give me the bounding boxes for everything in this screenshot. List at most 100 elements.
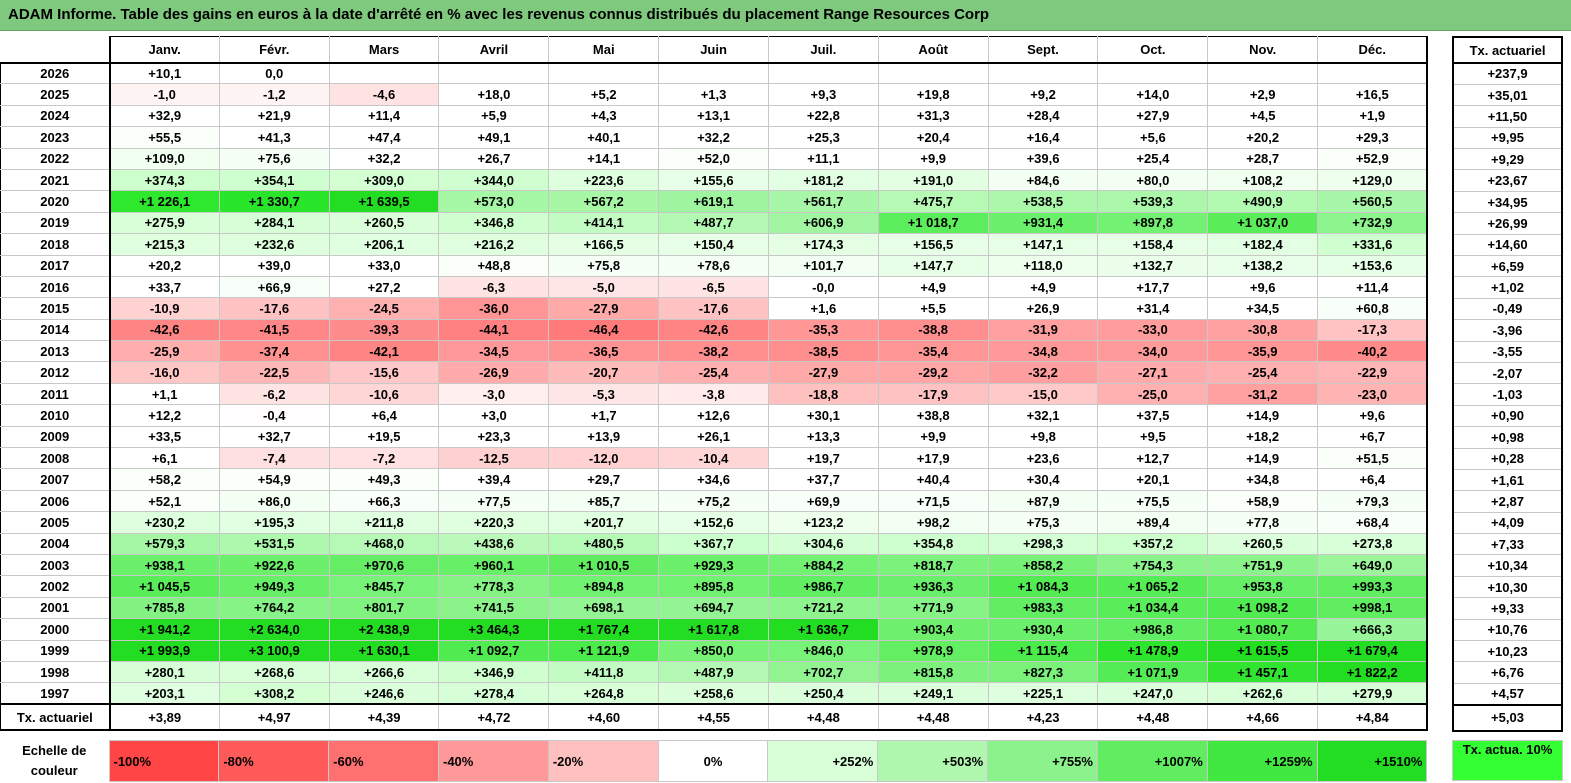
gain-cell: +75,3 bbox=[987, 511, 1099, 534]
gain-cell: +1,9 bbox=[1317, 104, 1429, 128]
actuarial-rate-column: Tx. actuariel +237,9 +35,01 +11,50 +9,95 +9,2… bbox=[1452, 36, 1563, 732]
gain-cell: +71,5 bbox=[877, 489, 989, 513]
row-actuarial-rate: -3,96 bbox=[1452, 319, 1563, 342]
gain-cell: +52,1 bbox=[108, 489, 220, 513]
gain-cell: +174,3 bbox=[767, 233, 879, 256]
gain-cell: +993,3 bbox=[1317, 575, 1429, 598]
gain-cell: -6,5 bbox=[658, 275, 769, 299]
table-row: 2007 +58,2 +54,9 +49,3 +39,4 +29,7 +34,6 +37,7 +… bbox=[0, 468, 1429, 491]
gain-cell: +438,6 bbox=[438, 532, 550, 555]
month-actuarial-rate: +4,97 bbox=[218, 703, 330, 732]
gain-cell: +1 037,0 bbox=[1207, 211, 1319, 235]
table-row: 2002 +1 045,5 +949,3 +845,7 +778,3 +894,8 +895… bbox=[0, 575, 1429, 598]
gain-cell: +698,1 bbox=[548, 596, 660, 620]
year-label: 2008 bbox=[0, 447, 110, 470]
gain-cell: -17,9 bbox=[877, 382, 989, 406]
gain-cell: +58,2 bbox=[108, 468, 220, 491]
gain-cell: +66,3 bbox=[328, 489, 440, 513]
gain-cell: +32,2 bbox=[658, 126, 769, 149]
gain-cell: +1,3 bbox=[658, 83, 769, 106]
gain-cell: +3 100,9 bbox=[218, 639, 330, 662]
gain-cell: +1 098,2 bbox=[1207, 596, 1319, 620]
gain-cell: +268,6 bbox=[218, 660, 330, 684]
gain-cell: +147,1 bbox=[987, 233, 1099, 256]
gain-cell: +129,0 bbox=[1317, 168, 1429, 192]
scale-swatch: +1007% bbox=[1096, 740, 1208, 782]
gain-cell: +3 464,3 bbox=[438, 618, 550, 641]
gain-cell bbox=[987, 61, 1099, 85]
gain-cell: -1,2 bbox=[218, 83, 330, 106]
gain-cell: +922,6 bbox=[218, 553, 330, 577]
gain-cell: +606,9 bbox=[767, 211, 879, 235]
gain-cell: +201,7 bbox=[548, 511, 660, 534]
gain-cell: +153,6 bbox=[1317, 254, 1429, 277]
gain-cell: +211,8 bbox=[328, 511, 440, 534]
gain-cell: +195,3 bbox=[218, 511, 330, 534]
month-header: Déc. bbox=[1317, 36, 1429, 64]
gain-cell: +30,1 bbox=[767, 404, 879, 427]
year-label: 2022 bbox=[0, 147, 110, 170]
gain-cell: +998,1 bbox=[1317, 596, 1429, 620]
gain-cell: -10,9 bbox=[108, 297, 220, 320]
table-row: 2019 +275,9 +284,1 +260,5 +346,8 +414,1 +487,7… bbox=[0, 211, 1429, 235]
gain-cell: +150,4 bbox=[658, 233, 769, 256]
table-row: 2023 +55,5 +41,3 +47,4 +49,1 +40,1 +32,2 +25,3 +… bbox=[0, 126, 1429, 149]
gain-cell: +26,7 bbox=[438, 147, 550, 170]
gain-cell: +986,7 bbox=[767, 575, 879, 598]
gain-cell: +13,9 bbox=[548, 425, 660, 449]
gain-cell: +78,6 bbox=[658, 254, 769, 277]
gain-cell: +1,7 bbox=[548, 404, 660, 427]
table-row: 2001 +785,8 +764,2 +801,7 +741,5 +698,1 +694,7… bbox=[0, 596, 1429, 620]
gain-cell: +18,0 bbox=[438, 83, 550, 106]
table-row: 2014 -42,6 -41,5 -39,3 -44,1 -46,4 -42,6 -35,3-… bbox=[0, 318, 1429, 342]
gain-cell: +9,3 bbox=[767, 83, 879, 106]
gain-cell: +771,9 bbox=[877, 596, 989, 620]
gain-cell: +58,9 bbox=[1207, 489, 1319, 513]
month-actuarial-rate: +3,89 bbox=[108, 703, 220, 732]
month-actuarial-rate: +4,39 bbox=[328, 703, 440, 732]
gain-cell: +6,4 bbox=[1317, 468, 1429, 491]
row-actuarial-rate: +34,95 bbox=[1452, 190, 1563, 214]
gain-cell: +1 615,5 bbox=[1207, 639, 1319, 662]
gain-cell: +694,7 bbox=[658, 596, 769, 620]
gain-cell: +4,5 bbox=[1207, 104, 1319, 128]
gain-cell: -39,3 bbox=[328, 318, 440, 342]
gain-cell: +936,3 bbox=[877, 575, 989, 598]
row-actuarial-rate: +4,09 bbox=[1452, 511, 1563, 535]
gain-cell: +538,5 bbox=[987, 190, 1099, 213]
gain-cell: +34,6 bbox=[658, 468, 769, 491]
gain-cell: +2,9 bbox=[1207, 83, 1319, 106]
gain-cell: +741,5 bbox=[438, 596, 550, 620]
month-actuarial-rate: +4,48 bbox=[767, 703, 879, 732]
month-actuarial-rate: +4,23 bbox=[987, 703, 1099, 732]
row-actuarial-rate: -2,07 bbox=[1452, 361, 1563, 385]
gain-cell: +206,1 bbox=[328, 233, 440, 256]
gain-cell: -25,4 bbox=[658, 361, 769, 384]
gain-cell: +29,3 bbox=[1317, 126, 1429, 149]
gain-cell: +953,8 bbox=[1207, 575, 1319, 598]
gain-cell: +845,7 bbox=[328, 575, 440, 598]
row-actuarial-rate: +11,50 bbox=[1452, 105, 1563, 128]
gain-cell: +37,7 bbox=[767, 468, 879, 491]
gain-cell: +89,4 bbox=[1097, 511, 1209, 534]
gain-cell: +357,2 bbox=[1097, 532, 1209, 555]
gain-cell: +487,9 bbox=[658, 660, 769, 684]
gain-cell: -37,4 bbox=[218, 340, 330, 363]
gain-cell: -31,9 bbox=[987, 318, 1099, 342]
gain-cell: +21,9 bbox=[218, 104, 330, 128]
gain-cell: +27,9 bbox=[1097, 104, 1209, 128]
gain-cell: +11,4 bbox=[1317, 275, 1429, 299]
gain-cell: +203,1 bbox=[108, 682, 220, 705]
scale-swatch: +1259% bbox=[1206, 740, 1318, 782]
table-row: 2013 -25,9 -37,4 -42,1 -34,5 -36,5 -38,2 -38,5-… bbox=[0, 340, 1429, 363]
gain-cell: +5,6 bbox=[1097, 126, 1209, 149]
gain-cell: +983,3 bbox=[987, 596, 1099, 620]
row-actuarial-rate: +6,59 bbox=[1452, 255, 1563, 278]
year-label: 2012 bbox=[0, 361, 110, 384]
gain-cell: +2 634,0 bbox=[218, 618, 330, 641]
gain-cell: +69,9 bbox=[767, 489, 879, 513]
gain-cell: -23,0 bbox=[1317, 382, 1429, 406]
gain-cell: +262,6 bbox=[1207, 682, 1319, 705]
gain-cell: +4,3 bbox=[548, 104, 660, 128]
gain-cell: +346,8 bbox=[438, 211, 550, 235]
